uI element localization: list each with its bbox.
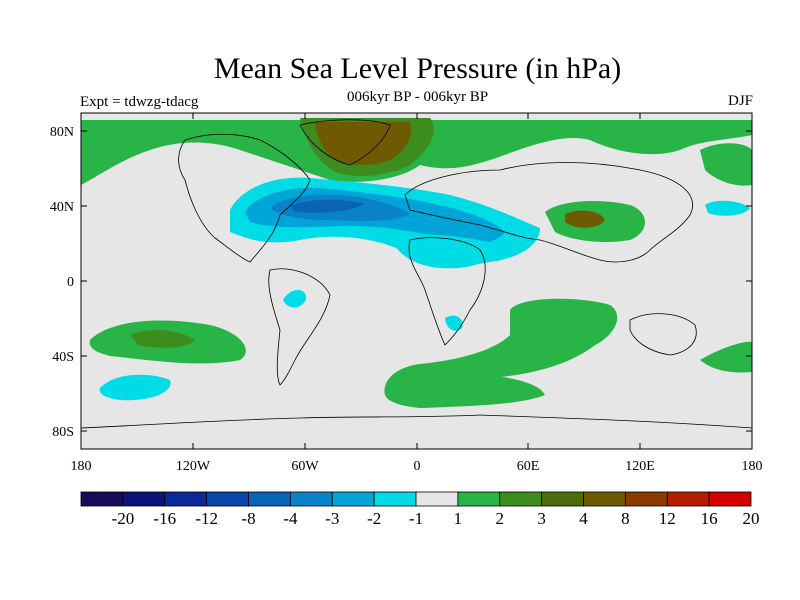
colorbar-label: 20 (743, 509, 760, 528)
coastline-africa (408, 237, 486, 346)
south-pacific-negative (99, 374, 171, 401)
north-pacific-positive (700, 143, 752, 186)
pacific-negative (705, 200, 750, 216)
asia-positive-core (565, 210, 605, 228)
coastline-antarctica (80, 414, 753, 429)
colorbar-label: 12 (659, 509, 676, 528)
colorbar-swatch (415, 491, 459, 507)
longitude-axis: 180 120W 60W 0 60E 120E 180 (71, 113, 763, 474)
colorbar-label: 8 (621, 509, 630, 528)
coastline-australia (629, 313, 697, 356)
colorbar-swatch (331, 491, 375, 507)
latitude-axis: 80N 40N 0 40S 80S (50, 125, 752, 440)
colorbar-swatch (164, 491, 208, 507)
southern-ocean-positive (385, 373, 545, 408)
lat-tick-label: 40S (52, 350, 74, 365)
coastline-greenland (299, 119, 391, 166)
colorbar-label: -20 (112, 509, 135, 528)
season-label: DJF (727, 93, 753, 109)
indian-ocean-positive (384, 298, 618, 395)
lon-tick-label: 0 (414, 459, 421, 474)
colorbar-swatch (708, 491, 752, 507)
chart-subtitle: 006kyr BP - 006kyr BP (346, 89, 489, 105)
coastline-south-america (268, 268, 331, 386)
colorbar-label: -1 (409, 509, 423, 528)
colorbar-swatch (248, 491, 291, 507)
experiment-label: Expt = tdwzg-tdacg (80, 94, 199, 110)
colorbar-label: -4 (283, 509, 298, 528)
coastline-north-america (178, 133, 311, 263)
colorbar-swatch (624, 491, 668, 507)
colorbar-label: 3 (537, 509, 546, 528)
colorbar-swatch (206, 491, 249, 507)
colorbar-swatch (373, 491, 417, 507)
lon-tick-label: 120E (625, 459, 655, 474)
coastline-eurasia (404, 162, 693, 263)
colorbar-label: 16 (701, 509, 718, 528)
colorbar-label: -8 (241, 509, 255, 528)
colorbar-swatch (583, 491, 626, 507)
colorbar-swatch (499, 491, 543, 507)
colorbar-swatch (80, 491, 124, 507)
greenland-high-core (315, 122, 412, 165)
colorbar-swatch (289, 491, 333, 507)
africa-negative (445, 315, 463, 331)
colorbar-swatch (541, 491, 584, 507)
colorbar-label: 2 (496, 509, 505, 528)
lat-tick-label: 0 (67, 275, 74, 290)
atlantic-low-core (290, 199, 365, 213)
colorbar-label: 1 (454, 509, 463, 528)
colorbar-label: -16 (153, 509, 176, 528)
arabian-negative (395, 234, 500, 269)
lon-tick-label: 180 (71, 459, 92, 474)
colorbar-label: -3 (325, 509, 339, 528)
lat-tick-label: 40N (50, 200, 74, 215)
lon-tick-label: 120W (176, 459, 211, 474)
lon-tick-label: 60W (291, 459, 319, 474)
colorbar: -20 -16 -12 -8 -4 -3 -2 -1 1 2 3 4 8 12 16 20 (80, 491, 760, 528)
lat-tick-label: 80N (50, 125, 74, 140)
colorbar-swatch (457, 491, 501, 507)
colorbar-label: -2 (367, 509, 381, 528)
colorbar-label: 4 (579, 509, 588, 528)
pressure-field (81, 118, 752, 408)
colorbar-label: -12 (195, 509, 218, 528)
colorbar-swatch (122, 491, 166, 507)
south-pacific-positive-core (130, 329, 195, 348)
chart-title: Mean Sea Level Pressure (in hPa) (213, 52, 622, 85)
lon-tick-label: 60E (517, 459, 540, 474)
south-america-negative (283, 289, 307, 308)
coastlines (80, 119, 753, 429)
colorbar-swatch (666, 491, 710, 507)
lat-tick-label: 80S (52, 425, 74, 440)
lon-tick-label: 180 (742, 459, 763, 474)
australia-south-positive (700, 341, 752, 373)
